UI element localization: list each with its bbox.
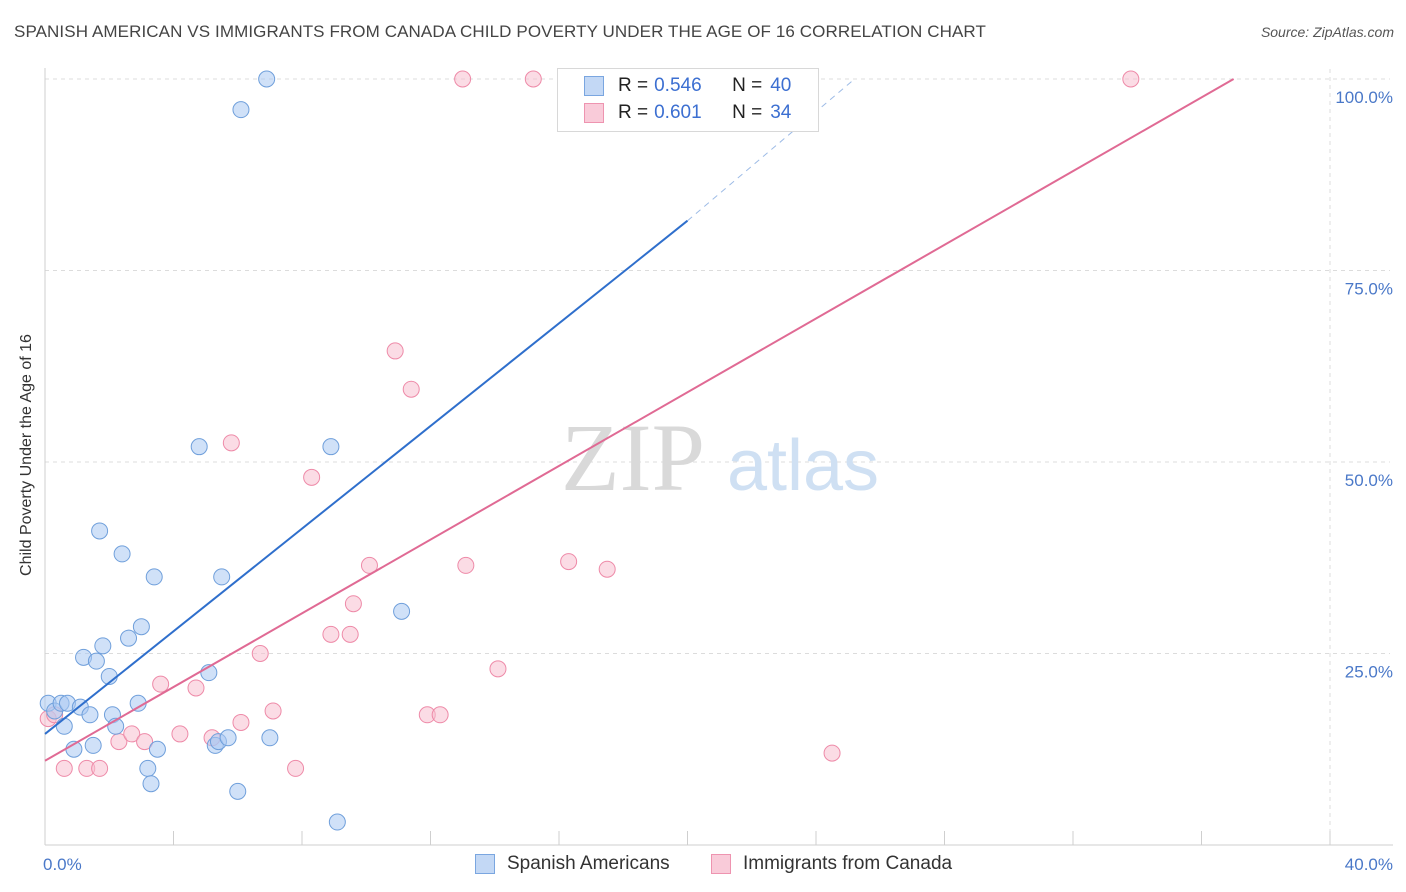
point-immigrants-from-canada (386, 342, 404, 360)
bottom-legend-label: Spanish Americans (507, 853, 670, 874)
x-tick-label-max: 40.0% (1345, 855, 1393, 874)
point-spanish-americans (322, 438, 340, 456)
series-spanish-americans (39, 70, 411, 831)
point-spanish-americans (132, 618, 150, 636)
point-spanish-americans (142, 775, 160, 793)
legend-n-value: 40 (770, 75, 792, 96)
point-immigrants-from-canada (431, 706, 449, 724)
point-spanish-americans (55, 717, 73, 735)
legend-r-value: 0.546 (654, 75, 702, 96)
point-immigrants-from-canada (823, 744, 841, 762)
bottom-legend-spanish-americans: Spanish Americans (475, 852, 670, 876)
y-tick-label: 75.0% (1345, 280, 1393, 299)
point-spanish-americans (139, 759, 157, 777)
point-immigrants-from-canada (489, 660, 507, 678)
point-immigrants-from-canada (341, 625, 359, 643)
point-spanish-americans (258, 70, 276, 88)
bottom-legend-immigrants-from-canada: Immigrants from Canada (711, 852, 952, 876)
point-immigrants-from-canada (402, 380, 420, 398)
point-spanish-americans (113, 545, 131, 563)
trend-lines (44, 78, 1235, 762)
point-spanish-americans (229, 782, 247, 800)
point-spanish-americans (91, 522, 109, 540)
point-spanish-americans (120, 629, 138, 647)
point-spanish-americans (84, 736, 102, 754)
trendline-spanish-americans-extension (687, 78, 855, 222)
bottom-legend-swatch-blue (475, 854, 495, 874)
point-immigrants-from-canada (171, 725, 189, 743)
point-spanish-americans (213, 568, 231, 586)
watermark-atlas: atlas (727, 426, 879, 506)
trendline-immigrants-from-canada (44, 78, 1235, 762)
point-spanish-americans (148, 740, 166, 758)
point-immigrants-from-canada (232, 713, 250, 731)
point-immigrants-from-canada (454, 70, 472, 88)
point-immigrants-from-canada (55, 759, 73, 777)
legend-r-value: 0.601 (654, 102, 702, 123)
point-immigrants-from-canada (360, 556, 378, 574)
point-spanish-americans (219, 729, 237, 747)
point-spanish-americans (261, 729, 279, 747)
point-immigrants-from-canada (287, 759, 305, 777)
point-immigrants-from-canada (152, 675, 170, 693)
axes (44, 68, 1393, 846)
legend-swatch-blue (584, 76, 604, 96)
point-immigrants-from-canada (322, 625, 340, 643)
point-immigrants-from-canada (560, 553, 578, 571)
point-immigrants-from-canada (187, 679, 205, 697)
point-immigrants-from-canada (123, 725, 141, 743)
trendline-spanish-americans (44, 219, 689, 735)
point-spanish-americans (393, 602, 411, 620)
point-immigrants-from-canada (344, 595, 362, 613)
bottom-legend-swatch-pink (711, 854, 731, 874)
correlation-legend: R = 0.546 N = 40 R = 0.601 N = 34 (557, 68, 819, 132)
legend-r-label: R = (618, 102, 649, 123)
x-tick-label-min: 0.0% (43, 855, 82, 874)
point-immigrants-from-canada (457, 556, 475, 574)
point-spanish-americans (87, 652, 105, 670)
watermark-zip: ZIP (561, 404, 705, 511)
point-immigrants-from-canada (1122, 70, 1140, 88)
legend-r-label: R = (618, 75, 649, 96)
point-immigrants-from-canada (222, 434, 240, 452)
tick-labels: 25.0% 50.0% 75.0% 100.0% 0.0% 40.0% (43, 88, 1393, 874)
point-spanish-americans (328, 813, 346, 831)
point-immigrants-from-canada (136, 733, 154, 751)
point-immigrants-from-canada (91, 759, 109, 777)
legend-row-spanish-americans: R = 0.546 N = 40 (584, 73, 791, 99)
point-immigrants-from-canada (598, 560, 616, 578)
legend-n-label: N = (732, 102, 763, 123)
point-spanish-americans (81, 706, 99, 724)
y-tick-label: 50.0% (1345, 471, 1393, 490)
y-tick-label: 100.0% (1335, 88, 1393, 107)
point-immigrants-from-canada (264, 702, 282, 720)
chart-title: SPANISH AMERICAN VS IMMIGRANTS FROM CANA… (14, 22, 986, 41)
point-immigrants-from-canada (251, 645, 269, 662)
point-spanish-americans (232, 101, 250, 119)
point-spanish-americans (94, 637, 112, 655)
point-immigrants-from-canada (303, 468, 321, 486)
legend-row-immigrants-from-canada: R = 0.601 N = 34 (584, 100, 791, 126)
source-label: Source: ZipAtlas.com (1260, 24, 1394, 40)
legend-n-label: N = (732, 75, 763, 96)
legend-n-value: 34 (770, 102, 792, 123)
legend-swatch-pink (584, 103, 604, 123)
bottom-legend-label: Immigrants from Canada (743, 853, 953, 874)
point-spanish-americans (190, 438, 208, 456)
point-immigrants-from-canada (524, 70, 542, 88)
y-tick-label: 25.0% (1345, 663, 1393, 682)
point-spanish-americans (145, 568, 163, 586)
